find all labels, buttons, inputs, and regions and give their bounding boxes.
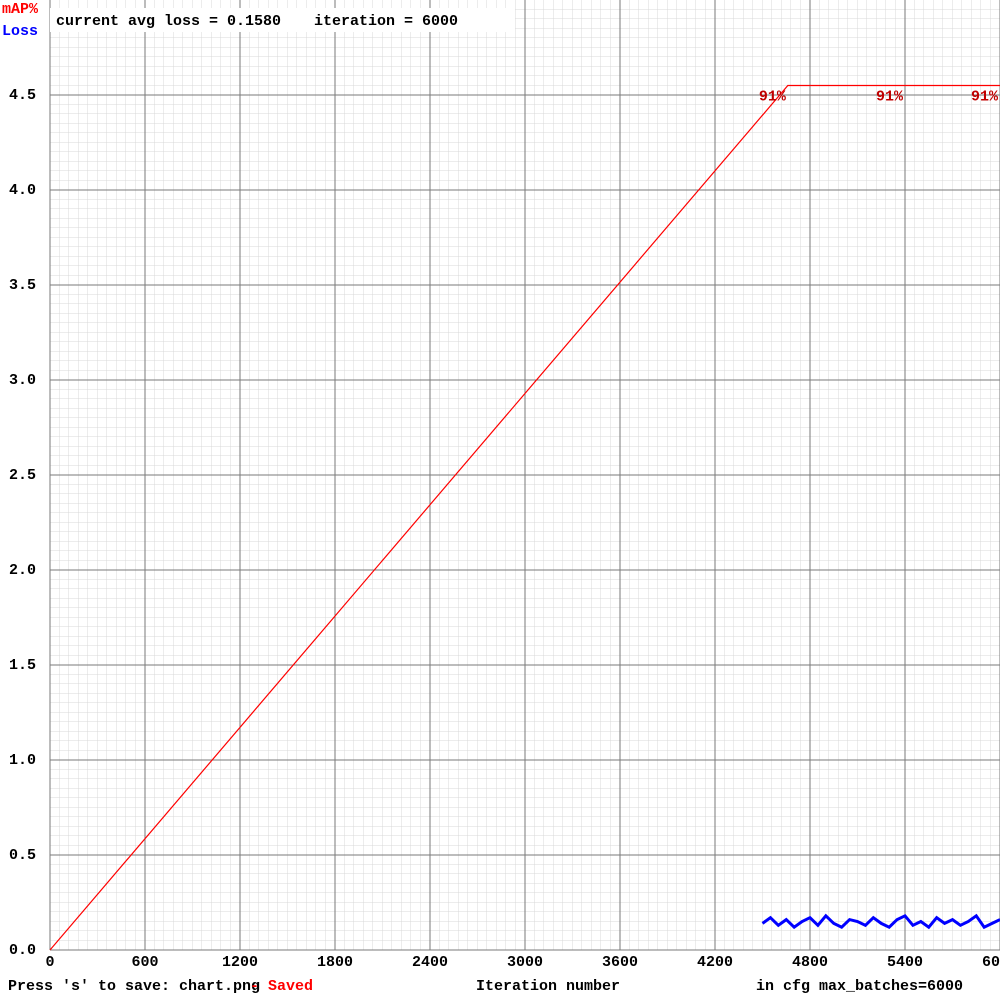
y-tick-label: 2.0 — [9, 562, 36, 579]
y-tick-label: 0.0 — [9, 942, 36, 959]
x-tick-label: 600 — [131, 954, 158, 971]
x-axis-label: Iteration number — [476, 978, 620, 995]
y-tick-label: 1.5 — [9, 657, 36, 674]
x-tick-label: 1200 — [222, 954, 258, 971]
x-tick-label: 4800 — [792, 954, 828, 971]
x-tick-label: 6000 — [982, 954, 1000, 971]
value-label: 91% — [876, 88, 904, 105]
x-tick-label: 0 — [45, 954, 54, 971]
x-tick-label: 1800 — [317, 954, 353, 971]
x-tick-label: 3000 — [507, 954, 543, 971]
y-tick-label: 3.0 — [9, 372, 36, 389]
x-tick-label: 2400 — [412, 954, 448, 971]
iteration-text: iteration = 6000 — [314, 13, 458, 30]
x-tick-label: 3600 — [602, 954, 638, 971]
y-tick-label: 2.5 — [9, 467, 36, 484]
series-line — [761, 913, 1000, 930]
saved-text: - Saved — [250, 978, 313, 995]
max-batches: in cfg max_batches=6000 — [756, 978, 963, 995]
value-label: 91% — [971, 88, 999, 105]
value-label: 91% — [759, 88, 787, 105]
y-tick-label: 4.5 — [9, 87, 36, 104]
x-tick-label: 4200 — [697, 954, 733, 971]
y-tick-label: 0.5 — [9, 847, 36, 864]
legend-loss: Loss — [2, 23, 38, 40]
series-line — [49, 84, 1000, 951]
y-tick-label: 1.0 — [9, 752, 36, 769]
y-tick-label: 4.0 — [9, 182, 36, 199]
save-hint: Press 's' to save: chart.png — [8, 978, 260, 995]
y-tick-label: 3.5 — [9, 277, 36, 294]
legend-map: mAP% — [2, 1, 39, 18]
x-tick-label: 5400 — [887, 954, 923, 971]
status-box — [50, 8, 515, 32]
status-text: current avg loss = 0.1580 — [56, 13, 281, 30]
